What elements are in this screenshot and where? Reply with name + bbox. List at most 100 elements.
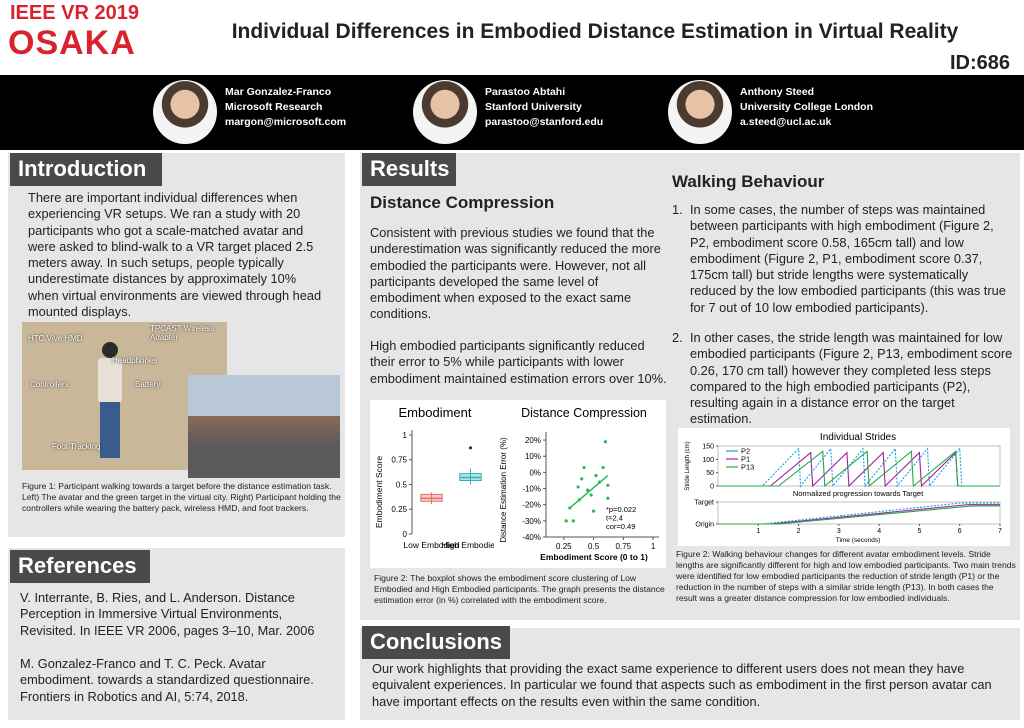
y-tick-label: 0.75 [391,456,407,465]
figure-frame [370,400,666,568]
section-heading: Results [362,153,456,186]
stat-label: cor=0.49 [606,522,635,531]
point [591,509,596,513]
author-email: parastoo@stanford.edu [485,116,604,128]
legend-label: P2 [741,447,750,456]
figure-label: HTC Vive HMD [28,334,83,343]
y-tick-label: 0.5 [396,480,408,489]
figure-label: Foot Tracking [52,442,101,451]
x-tick-label: 0.5 [588,542,600,551]
list-number: 1. [672,202,683,217]
axis-label: Embodiment Score [374,456,384,529]
y-tick-label: 20% [525,436,541,445]
stride-chart: Individual Strides 0 50 100 150 Stride Length… [685,432,1002,544]
trend-line [569,475,609,509]
reference: M. Gonzalez-Franco and T. C. Peck. Avata… [20,656,314,704]
y-tick-label: -30% [522,517,541,526]
conclusions-text: Our work highlights that providing the e… [372,661,992,709]
author-photo [153,80,217,144]
y-tick-label: 1 [403,431,408,440]
list-item: In other cases, the stride length was ma… [690,330,1013,427]
y-tick-label: 100 [702,457,714,464]
plot-area [717,445,1001,487]
x-tick-label: 5 [917,528,921,535]
legend-label: P13 [741,463,754,472]
x-tick-label: 7 [998,528,1002,535]
plot-title: Individual Strides [820,432,896,443]
reference: V. Interrante, B. Ries, and L. Anderson.… [20,590,315,638]
author-photo [413,80,477,144]
point [564,519,568,523]
list-number: 2. [672,330,683,345]
figure-caption: Figure 2: Walking behaviour changes for … [676,549,1016,603]
figure-caption: Figure 1: Participant walking towards a … [22,481,341,513]
axis-label: Time (seconds) [836,537,881,544]
author-name: Parastoo Abtahi [485,86,566,98]
series-line [718,505,1000,525]
point [586,488,590,492]
vr-screenshot [188,375,340,478]
figure-caption: Figure 2: The boxplot shows the embodime… [374,573,665,605]
x-tick-label: 3 [837,528,841,535]
series-line [718,450,1000,488]
x-tick-label: 4 [877,528,881,535]
y-tick-label: -40% [522,533,541,542]
y-tick-label: Target [695,500,715,507]
point [594,474,598,478]
section-heading: References [10,550,150,583]
x-tick-label: 1 [756,528,760,535]
point [576,485,580,489]
logo-city: OSAKA [8,24,136,62]
figure-label: Headphones [112,356,158,365]
author-affiliation: Microsoft Research [225,101,323,113]
axis-label: Embodiment Score (0 to 1) [540,552,648,562]
point [582,465,586,470]
x-tick-label: 0.25 [556,542,572,551]
y-tick-label: 150 [702,444,714,451]
x-tick-label: 1 [651,542,656,551]
y-tick-label: Origin [695,522,714,529]
intro-text: There are important individual differenc… [28,190,322,320]
y-tick-label: 10% [525,452,541,461]
section-heading: Conclusions [362,626,510,659]
author-email: a.steed@ucl.ac.uk [740,116,832,128]
author-email: margon@microsoft.com [225,116,347,128]
list-item: In some cases, the number of steps was m… [690,202,1006,315]
series-line [718,447,1000,488]
point [580,477,584,481]
outlier [469,446,472,450]
poster-id: ID:686 [950,52,1011,74]
y-tick-label: 0 [403,530,408,539]
point [601,465,605,470]
section-heading: Introduction [10,153,162,186]
axis-label: Distance Estimation Error (%) [499,437,508,543]
author-affiliation: Stanford University [485,101,582,113]
point [606,483,610,487]
author-name: Mar Gonzalez-Franco [225,86,332,98]
y-tick-label: 0 [710,484,714,491]
figure-label: TPCAST Wireless Adapter [150,324,215,342]
paragraph: High embodied participants significantly… [370,338,667,386]
author-affiliation: University College London [740,101,874,113]
y-tick-label: 0.25 [391,505,407,514]
author-photo [668,80,732,144]
axis-label: Stride Length (cm) [685,441,691,490]
plot-title: Normalized progression towards Target [793,489,924,498]
subheading: Distance Compression [370,193,555,212]
y-tick-label: -10% [522,485,541,494]
legend-label: P1 [741,455,750,464]
stat-label: *p=0.022 [606,505,636,514]
y-tick-label: 50 [706,470,714,477]
x-tick-label: High Embodied [441,540,494,550]
series-line [718,502,1000,525]
logo-year: IEEE VR 2019 [10,2,139,24]
subheading: Walking Behaviour [672,172,825,191]
scatter-plot: Distance Compression Distance Estimation … [499,406,659,562]
x-tick-label: 0.75 [616,542,632,551]
y-tick-label: 0% [529,468,541,477]
point [606,496,610,500]
figure-label: Battery [135,380,161,389]
plot-title: Embodiment [399,405,472,420]
plot-area [717,501,1001,525]
